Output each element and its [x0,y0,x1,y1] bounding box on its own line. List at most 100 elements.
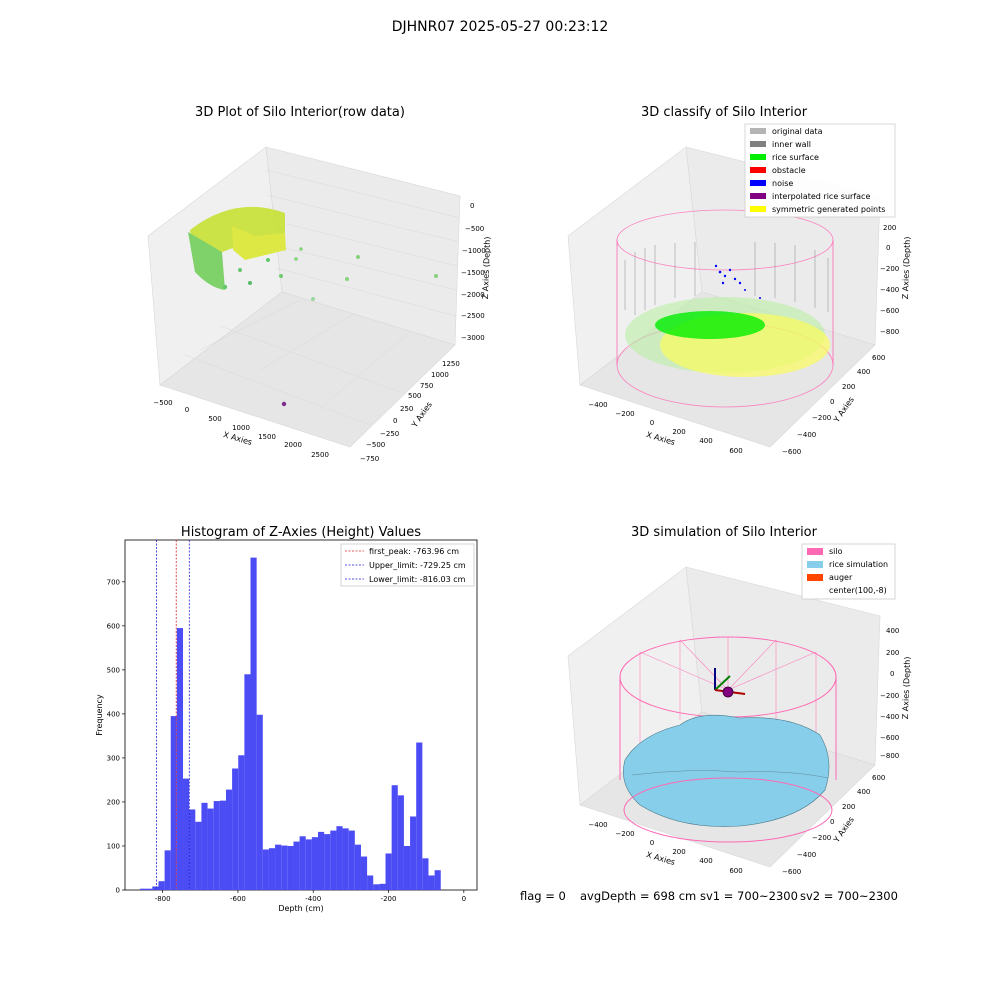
tick-label: 1000 [232,424,250,432]
tick-label: −600 [880,307,899,315]
tick-label: 0 [185,406,189,414]
tick-label: −800 [880,328,899,336]
tick-label: 0 [650,839,654,847]
tick-label: −500 [366,441,385,449]
sv2-text: sv2 = 700~2300 [800,889,898,903]
tick-label: 400 [857,368,870,376]
tick-label: 2000 [284,441,302,449]
hist-bar [354,844,361,890]
tick-label: −250 [380,430,399,438]
legend-label: inner wall [772,140,811,149]
hist-bar [232,768,239,890]
hist-bar [238,755,245,890]
tick-label: −200 [615,830,634,838]
tick-label: −200 [615,410,634,418]
hist-bar [183,778,190,890]
hist-ylabel: Frequency [95,694,104,736]
hist-legend: first_peak: -763.96 cm Upper_limit: -729… [340,543,475,587]
hist-bar [225,789,233,890]
panel-classify-scatter: 3D classify of Silo Interior [567,105,912,456]
tick-label: 0 [650,419,654,427]
tick-label: 200 [842,383,855,391]
tick-label: 1500 [258,433,276,441]
legend-label: silo [829,547,843,556]
panel4-zlabel: Z Axies (Depth) [901,656,912,719]
hist-yticks: 0 100 200 300 400 500 600 700 [107,578,125,895]
hist-bar [318,831,325,890]
hist-bars [140,557,441,890]
tick-label: 0 [830,398,834,406]
tick-label: 0 [830,818,834,826]
hist-bar [293,841,300,890]
hist-bar [397,795,404,890]
x-tick-label: -400 [305,895,321,903]
status-footer: flag = 0 avgDepth = 698 cm sv1 = 700~230… [520,889,898,903]
tick-label: −1500 [461,269,485,277]
y-tick-label: 300 [107,754,120,762]
hist-bar [287,845,294,890]
tick-label: −1000 [462,247,486,255]
legend-label: symmetric generated points [772,205,885,214]
sv1-text: sv1 = 700~2300 [700,889,798,903]
hist-bar [140,888,147,890]
tick-label: −500 [465,225,484,233]
tick-label: 400 [857,788,870,796]
tick-label: −500 [153,399,172,407]
tick-label: −400 [880,713,899,721]
hist-bar [311,837,319,890]
tick-label: 600 [729,867,742,875]
panel2-zlabel: Z Axies (Depth) [901,236,912,299]
hist-bar [219,800,226,890]
hist-bar [379,883,386,890]
hist-bar [324,834,331,890]
panel2-legend: original data inner wall rice surface ob… [744,123,896,218]
tick-label: −400 [880,286,899,294]
hist-bar [330,830,337,890]
hist-bar [262,849,269,890]
tick-label: 0 [470,202,474,210]
hist-ref-lines [156,540,190,890]
hist-bar [170,716,177,890]
tick-label: −400 [797,431,816,439]
hist-bar [422,858,429,890]
panel1-data-cloud [188,206,438,407]
panel2-ylabel: Y Axies [831,395,856,425]
tick-label: 1000 [431,371,449,379]
tick-label: 0 [886,244,890,252]
panel4-legend: silo rice simulation auger center(100,-8… [801,543,896,600]
tick-label: 250 [400,405,413,413]
hist-bar [299,836,306,890]
hist-bar [373,884,380,890]
legend-label: rice simulation [829,560,888,569]
panel1-title: 3D Plot of Silo Interior(row data) [195,105,405,120]
tick-label: 200 [842,803,855,811]
hist-bar [213,801,220,890]
legend-label: interpolated rice surface [772,192,870,201]
x-tick-label: 0 [462,895,466,903]
tick-label: 400 [699,857,712,865]
hist-bar [385,853,392,890]
hist-bar [336,826,343,890]
hist-bar [207,808,214,890]
tick-label: −200 [812,834,831,842]
hist-bar [305,839,312,890]
tick-label: 600 [729,447,742,455]
hist-bar [176,628,184,890]
tick-label: −600 [782,448,801,456]
tick-label: −2500 [461,312,485,320]
tick-label: 2500 [311,451,329,459]
legend-label: auger [829,573,853,582]
tick-label: −200 [880,265,899,273]
panel2-title: 3D classify of Silo Interior [641,105,808,120]
tick-label: −400 [588,821,607,829]
hist-bar [410,816,417,890]
legend-label: Upper_limit: -729.25 cm [369,561,466,570]
tick-label: 200 [883,224,896,232]
hist-title: Histogram of Z-Axies (Height) Values [181,525,421,540]
hist-bar [342,828,349,890]
figure-suptitle: DJHNR07 2025-05-27 00:23:12 [392,19,609,35]
panel4-title: 3D simulation of Silo Interior [631,525,818,540]
x-tick-label: -200 [381,895,397,903]
tick-label: −800 [880,752,899,760]
hist-bar [201,802,208,890]
